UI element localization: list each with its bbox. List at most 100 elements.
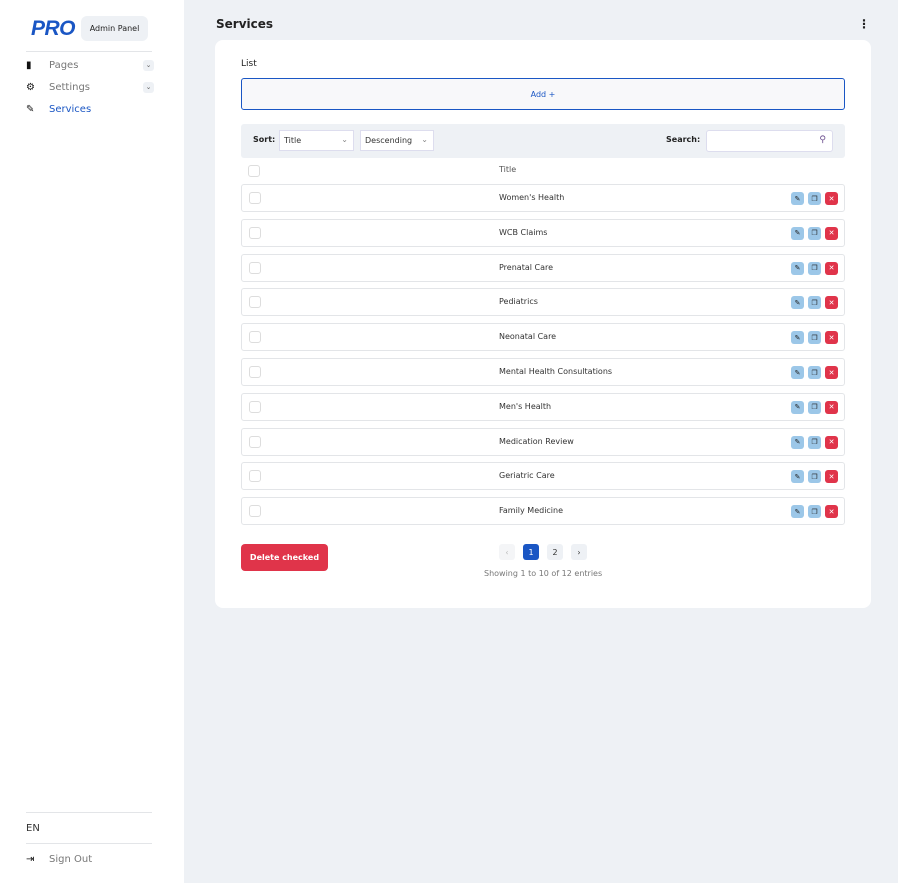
edit-icon[interactable]: ✎ xyxy=(791,261,804,275)
filter-bar: Sort: Title ⌄ Descending ⌄ Search: ⚲ xyxy=(241,124,845,158)
services-card: List Add + Sort: Title ⌄ Descending ⌄ Sear… xyxy=(215,40,871,608)
sort-field-select[interactable]: Title ⌄ xyxy=(279,130,354,151)
edit-icon[interactable]: ✎ xyxy=(791,192,804,205)
copy-icon[interactable]: ❐ xyxy=(808,400,821,414)
sign-out-button[interactable]: ⇥ Sign Out xyxy=(26,851,154,867)
copy-icon[interactable]: ❐ xyxy=(808,505,821,519)
language-label: EN xyxy=(26,822,40,834)
sort-order-value: Descending xyxy=(365,136,413,145)
divider xyxy=(26,812,152,813)
list-label: List xyxy=(241,59,257,69)
more-options-icon[interactable]: ⋮ xyxy=(858,17,870,31)
copy-icon[interactable]: ❐ xyxy=(808,296,821,310)
row-title: Mental Health Consultations xyxy=(499,367,613,376)
sidebar-item-settings[interactable]: ⚙ Settings ⌄ xyxy=(26,79,154,95)
table-row: Pediatrics ✎ ❐ ✕ xyxy=(241,288,845,317)
edit-icon[interactable]: ✎ xyxy=(791,435,804,449)
edit-icon[interactable]: ✎ xyxy=(791,331,804,345)
delete-icon[interactable]: ✕ xyxy=(825,331,838,345)
table-row: Prenatal Care ✎ ❐ ✕ xyxy=(241,253,845,282)
delete-icon[interactable]: ✕ xyxy=(825,505,838,519)
gear-icon: ⚙ xyxy=(26,81,35,93)
delete-icon[interactable]: ✕ xyxy=(825,192,838,205)
edit-icon[interactable]: ✎ xyxy=(791,366,804,379)
row-checkbox[interactable] xyxy=(249,192,261,204)
copy-icon[interactable]: ❐ xyxy=(808,366,821,379)
sort-field-value: Title xyxy=(284,136,302,145)
copy-icon[interactable]: ❐ xyxy=(808,192,821,205)
row-checkbox[interactable] xyxy=(249,226,261,239)
delete-icon[interactable]: ✕ xyxy=(825,435,838,449)
sign-out-icon: ⇥ xyxy=(26,853,35,865)
pages-icon: ▮ xyxy=(26,59,32,71)
delete-icon[interactable]: ✕ xyxy=(825,226,838,240)
table-row: Family Medicine ✎ ❐ ✕ xyxy=(241,497,845,526)
logo: PRO xyxy=(31,17,76,40)
row-title: Family Medicine xyxy=(499,506,564,516)
chevron-down-icon[interactable]: ⌄ xyxy=(143,59,154,71)
edit-icon[interactable]: ✎ xyxy=(791,400,804,414)
sort-label: Sort: xyxy=(253,135,276,144)
edit-icon[interactable]: ✎ xyxy=(791,470,804,484)
sidebar-item-label: Pages xyxy=(49,59,79,71)
row-checkbox[interactable] xyxy=(249,261,261,274)
sidebar: PRO Admin Panel ▮ Pages ⌄ ⚙ Settings ⌄ ✎ Serv… xyxy=(0,0,184,883)
sidebar-item-pages[interactable]: ▮ Pages ⌄ xyxy=(26,57,154,73)
table-row: Geriatric Care ✎ ❐ ✕ xyxy=(241,462,845,491)
sign-out-label: Sign Out xyxy=(49,853,93,865)
row-title: Prenatal Care xyxy=(499,262,554,272)
table-row: Women's Health ✎ ❐ ✕ xyxy=(241,184,845,212)
table-row: Neonatal Care ✎ ❐ ✕ xyxy=(241,323,845,352)
row-checkbox[interactable] xyxy=(249,505,261,518)
row-title: Women's Health xyxy=(499,193,565,202)
row-title: Pediatrics xyxy=(499,297,538,307)
row-checkbox[interactable] xyxy=(249,435,261,448)
row-title: Men's Health xyxy=(499,401,552,411)
row-checkbox[interactable] xyxy=(249,400,261,413)
sidebar-item-services[interactable]: ✎ Services xyxy=(26,101,154,117)
row-checkbox[interactable] xyxy=(249,470,261,483)
copy-icon[interactable]: ❐ xyxy=(808,226,821,240)
search-label: Search: xyxy=(666,135,701,144)
entries-info: Showing 1 to 10 of 12 entries xyxy=(484,569,603,578)
edit-icon[interactable]: ✎ xyxy=(791,226,804,240)
edit-icon[interactable]: ✎ xyxy=(791,505,804,519)
divider xyxy=(26,51,152,52)
sidebar-item-label: Settings xyxy=(49,81,91,93)
table-row: WCB Claims ✎ ❐ ✕ xyxy=(241,218,845,247)
copy-icon[interactable]: ❐ xyxy=(808,261,821,275)
search-input[interactable]: ⚲ xyxy=(706,130,833,152)
chevron-down-icon: ⌄ xyxy=(421,135,428,144)
row-title: Geriatric Care xyxy=(499,471,555,481)
delete-icon[interactable]: ✕ xyxy=(825,261,838,275)
copy-icon[interactable]: ❐ xyxy=(808,470,821,484)
prev-page-button[interactable]: ‹ xyxy=(499,544,515,560)
delete-icon[interactable]: ✕ xyxy=(825,470,838,484)
sidebar-item-label: Services xyxy=(49,103,92,115)
delete-icon[interactable]: ✕ xyxy=(825,400,838,414)
row-checkbox[interactable] xyxy=(249,366,261,378)
page-title: Services xyxy=(216,17,274,31)
table-row: Mental Health Consultations ✎ ❐ ✕ xyxy=(241,358,845,386)
admin-panel-badge: Admin Panel xyxy=(81,16,148,41)
edit-icon[interactable]: ✎ xyxy=(791,296,804,310)
search-icon[interactable]: ⚲ xyxy=(819,135,826,145)
copy-icon[interactable]: ❐ xyxy=(808,331,821,345)
delete-icon[interactable]: ✕ xyxy=(825,296,838,310)
column-header-title[interactable]: Title xyxy=(499,165,517,174)
row-checkbox[interactable] xyxy=(249,296,261,309)
chevron-down-icon[interactable]: ⌄ xyxy=(143,81,154,93)
select-all-checkbox[interactable] xyxy=(248,165,260,177)
row-checkbox[interactable] xyxy=(249,331,261,344)
page-2-button[interactable]: 2 xyxy=(547,544,563,560)
next-page-button[interactable]: › xyxy=(571,544,587,560)
language-selector[interactable]: EN xyxy=(26,820,154,836)
delete-icon[interactable]: ✕ xyxy=(825,366,838,379)
add-button[interactable]: Add + xyxy=(241,78,845,110)
page-1-button[interactable]: 1 xyxy=(523,544,539,560)
table-row: Medication Review ✎ ❐ ✕ xyxy=(241,427,845,456)
edit-note-icon: ✎ xyxy=(26,103,35,115)
delete-checked-button[interactable]: Delete checked xyxy=(241,544,328,571)
sort-order-select[interactable]: Descending ⌄ xyxy=(360,130,434,151)
copy-icon[interactable]: ❐ xyxy=(808,435,821,449)
